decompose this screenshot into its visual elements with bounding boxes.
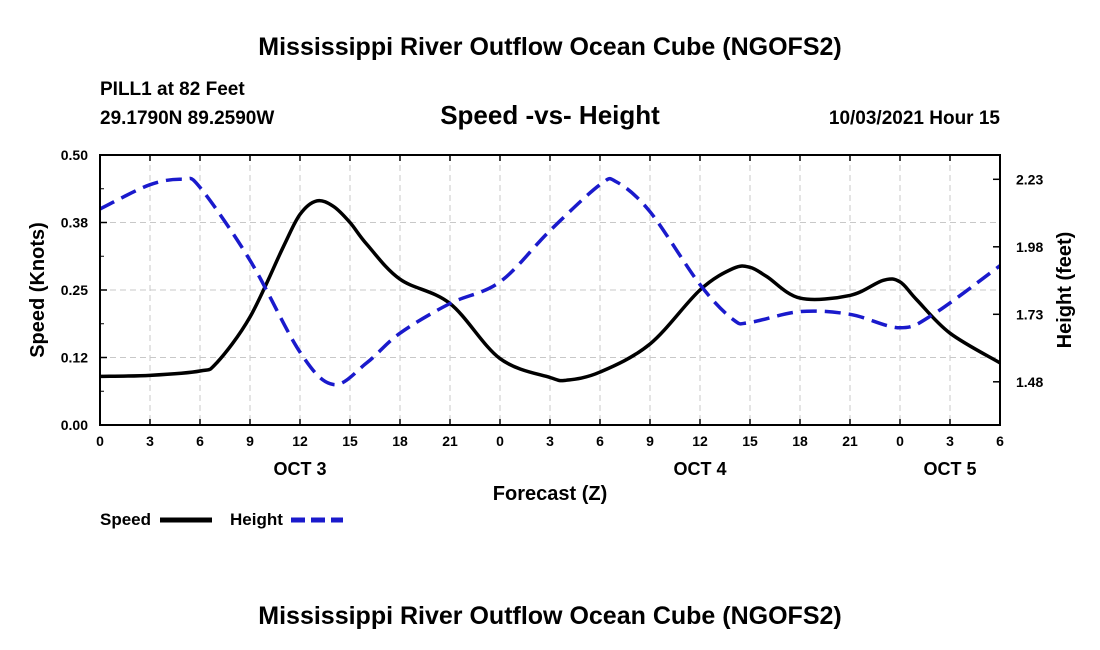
x-tick-label: 9 <box>246 433 254 449</box>
datetime-label: 10/03/2021 Hour 15 <box>829 108 1001 129</box>
date-label: OCT 4 <box>673 459 726 479</box>
x-tick-label: 6 <box>996 433 1004 449</box>
y-tick-label: 0.38 <box>61 215 88 231</box>
coordinates-label: 29.1790N 89.2590W <box>100 108 274 129</box>
x-tick-label: 18 <box>392 433 408 449</box>
y2-tick-label: 1.48 <box>1016 374 1043 390</box>
x-axis-label: Forecast (Z) <box>493 483 607 505</box>
legend: Speed Height <box>100 510 343 529</box>
series-line-speed <box>99 198 1001 383</box>
x-tick-label: 21 <box>442 433 458 449</box>
station-label: PILL1 at 82 Feet <box>100 79 245 100</box>
legend-speed-label: Speed <box>100 510 151 529</box>
x-tick-label: 21 <box>842 433 858 449</box>
grid-lines <box>100 155 1000 425</box>
x-tick-label: 12 <box>692 433 708 449</box>
y2-axis-label: Height (feet) <box>1054 232 1076 349</box>
y-axis-label: Speed (Knots) <box>27 222 49 358</box>
x-tick-label: 12 <box>292 433 308 449</box>
bottom-title: Mississippi River Outflow Ocean Cube (NG… <box>258 602 841 630</box>
x-tick-label: 0 <box>496 433 504 449</box>
x-tick-label: 0 <box>896 433 904 449</box>
series-layer <box>99 176 1002 387</box>
x-tick-label: 9 <box>646 433 654 449</box>
x-tick-label: 3 <box>946 433 954 449</box>
y2-tick-label: 2.23 <box>1016 171 1043 187</box>
x-tick-label: 3 <box>546 433 554 449</box>
date-label: OCT 5 <box>923 459 976 479</box>
y-tick-label: 0.50 <box>61 147 88 163</box>
tick-marks <box>99 154 1001 426</box>
y2-tick-label: 1.98 <box>1016 239 1043 255</box>
x-tick-label: 15 <box>342 433 358 449</box>
tick-labels: 0 3 6 9 12 15 18 21 0 3 6 9 12 15 18 21 0 3 6 OCT 3 OCT 4 OCT… <box>61 147 1044 479</box>
x-tick-label: 0 <box>96 433 104 449</box>
legend-height-label: Height <box>230 510 283 529</box>
top-title: Mississippi River Outflow Ocean Cube (NG… <box>258 33 841 61</box>
x-tick-label: 18 <box>792 433 808 449</box>
x-tick-label: 3 <box>146 433 154 449</box>
y-tick-label: 0.25 <box>61 282 88 298</box>
y2-tick-label: 1.73 <box>1016 306 1043 322</box>
x-tick-label: 6 <box>596 433 604 449</box>
date-label: OCT 3 <box>273 459 326 479</box>
y-tick-label: 0.00 <box>61 417 88 433</box>
chart-title: Speed -vs- Height <box>440 100 660 130</box>
x-tick-label: 15 <box>742 433 758 449</box>
x-tick-label: 6 <box>196 433 204 449</box>
y-tick-label: 0.12 <box>61 350 88 366</box>
series-line-height <box>99 176 1002 387</box>
